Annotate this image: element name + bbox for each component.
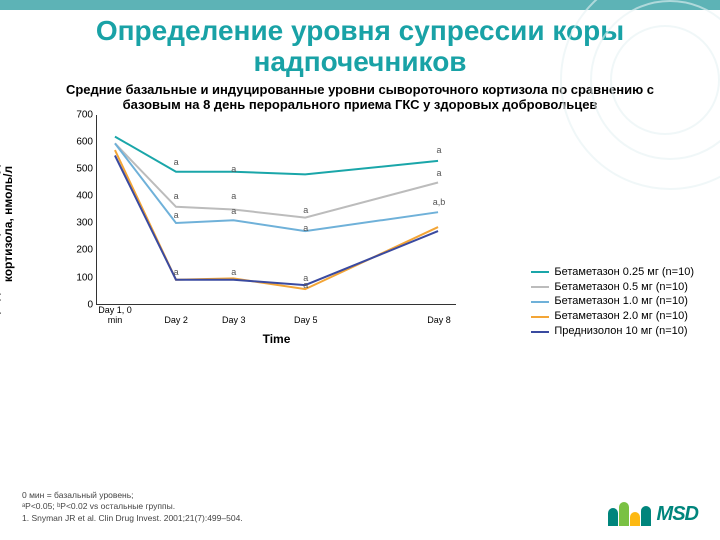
- logo-bulb: [608, 508, 618, 526]
- data-marker: a: [174, 267, 179, 277]
- legend-item: Преднизолон 10 мг (n=10): [531, 324, 694, 339]
- series-line: [115, 155, 438, 285]
- x-tick: Day 2: [151, 316, 201, 326]
- y-tick: 400: [67, 191, 93, 202]
- x-tick: Day 8: [414, 316, 464, 326]
- legend-item: Бетаметазон 1.0 мг (n=10): [531, 294, 694, 309]
- logo-bulb: [641, 506, 651, 526]
- legend-label: Бетаметазон 0.25 мг (n=10): [554, 265, 694, 280]
- data-marker: a: [174, 210, 179, 220]
- y-tick: 500: [67, 164, 93, 175]
- data-marker: a: [436, 168, 441, 178]
- y-tick: 100: [67, 272, 93, 283]
- page-title: Определение уровня супрессии коры надпоч…: [30, 16, 690, 78]
- logo-glyph: [608, 502, 651, 526]
- chart-lines: [97, 115, 456, 304]
- data-marker: a: [303, 223, 308, 233]
- footnote-line: 1. Snyman JR et al. Clin Drug Invest. 20…: [22, 513, 243, 524]
- legend-item: Бетаметазон 2.0 мг (n=10): [531, 309, 694, 324]
- data-marker: a: [231, 206, 236, 216]
- series-line: [115, 143, 438, 231]
- data-marker: a: [303, 280, 308, 290]
- legend-swatch: [531, 331, 549, 333]
- footnote-line: ᵃP<0.05; ᵇP<0.02 vs остальные группы.: [22, 501, 243, 512]
- x-tick: Day 1, 0 min: [90, 306, 140, 326]
- chart-container: Средний сывороточный уровень кортизола, …: [0, 115, 708, 375]
- legend-item: Бетаметазон 0.25 мг (n=10): [531, 265, 694, 280]
- line-chart: Time 0100200300400500600700Day 1, 0 minD…: [60, 115, 460, 325]
- legend-label: Преднизолон 10 мг (n=10): [554, 324, 687, 339]
- x-tick: Day 3: [209, 316, 259, 326]
- data-marker: a,b: [433, 197, 446, 207]
- series-line: [115, 136, 438, 174]
- footnote-line: 0 мин = базальный уровень;: [22, 490, 243, 501]
- legend-swatch: [531, 301, 549, 303]
- data-marker: a: [231, 191, 236, 201]
- data-marker: a: [174, 157, 179, 167]
- y-tick: 300: [67, 218, 93, 229]
- legend-label: Бетаметазон 1.0 мг (n=10): [554, 294, 687, 309]
- data-marker: a: [303, 205, 308, 215]
- header-band: [0, 0, 720, 10]
- y-tick: 700: [67, 109, 93, 120]
- brand-logo: MSD: [608, 502, 698, 526]
- y-tick: 600: [67, 136, 93, 147]
- logo-bulb: [630, 512, 640, 526]
- data-marker: a: [174, 191, 179, 201]
- chart-subtitle: Средние базальные и индуцированные уровн…: [60, 82, 660, 113]
- legend-swatch: [531, 271, 549, 273]
- x-axis-label: Time: [263, 332, 291, 346]
- logo-text: MSD: [657, 503, 698, 526]
- legend-swatch: [531, 286, 549, 288]
- legend-item: Бетаметазон 0.5 мг (n=10): [531, 280, 694, 295]
- data-marker: a: [231, 267, 236, 277]
- legend-label: Бетаметазон 0.5 мг (n=10): [554, 280, 687, 295]
- footnotes: 0 мин = базальный уровень;ᵃP<0.05; ᵇP<0.…: [22, 490, 243, 524]
- y-axis-label: Средний сывороточный уровень кортизола, …: [0, 119, 15, 329]
- plot-area: Time 0100200300400500600700Day 1, 0 minD…: [96, 115, 456, 305]
- legend-swatch: [531, 316, 549, 318]
- data-marker: a: [436, 145, 441, 155]
- logo-bulb: [619, 502, 629, 526]
- data-marker: a: [231, 164, 236, 174]
- legend-label: Бетаметазон 2.0 мг (n=10): [554, 309, 687, 324]
- legend: Бетаметазон 0.25 мг (n=10)Бетаметазон 0.…: [531, 265, 694, 339]
- y-tick: 200: [67, 245, 93, 256]
- x-tick: Day 5: [281, 316, 331, 326]
